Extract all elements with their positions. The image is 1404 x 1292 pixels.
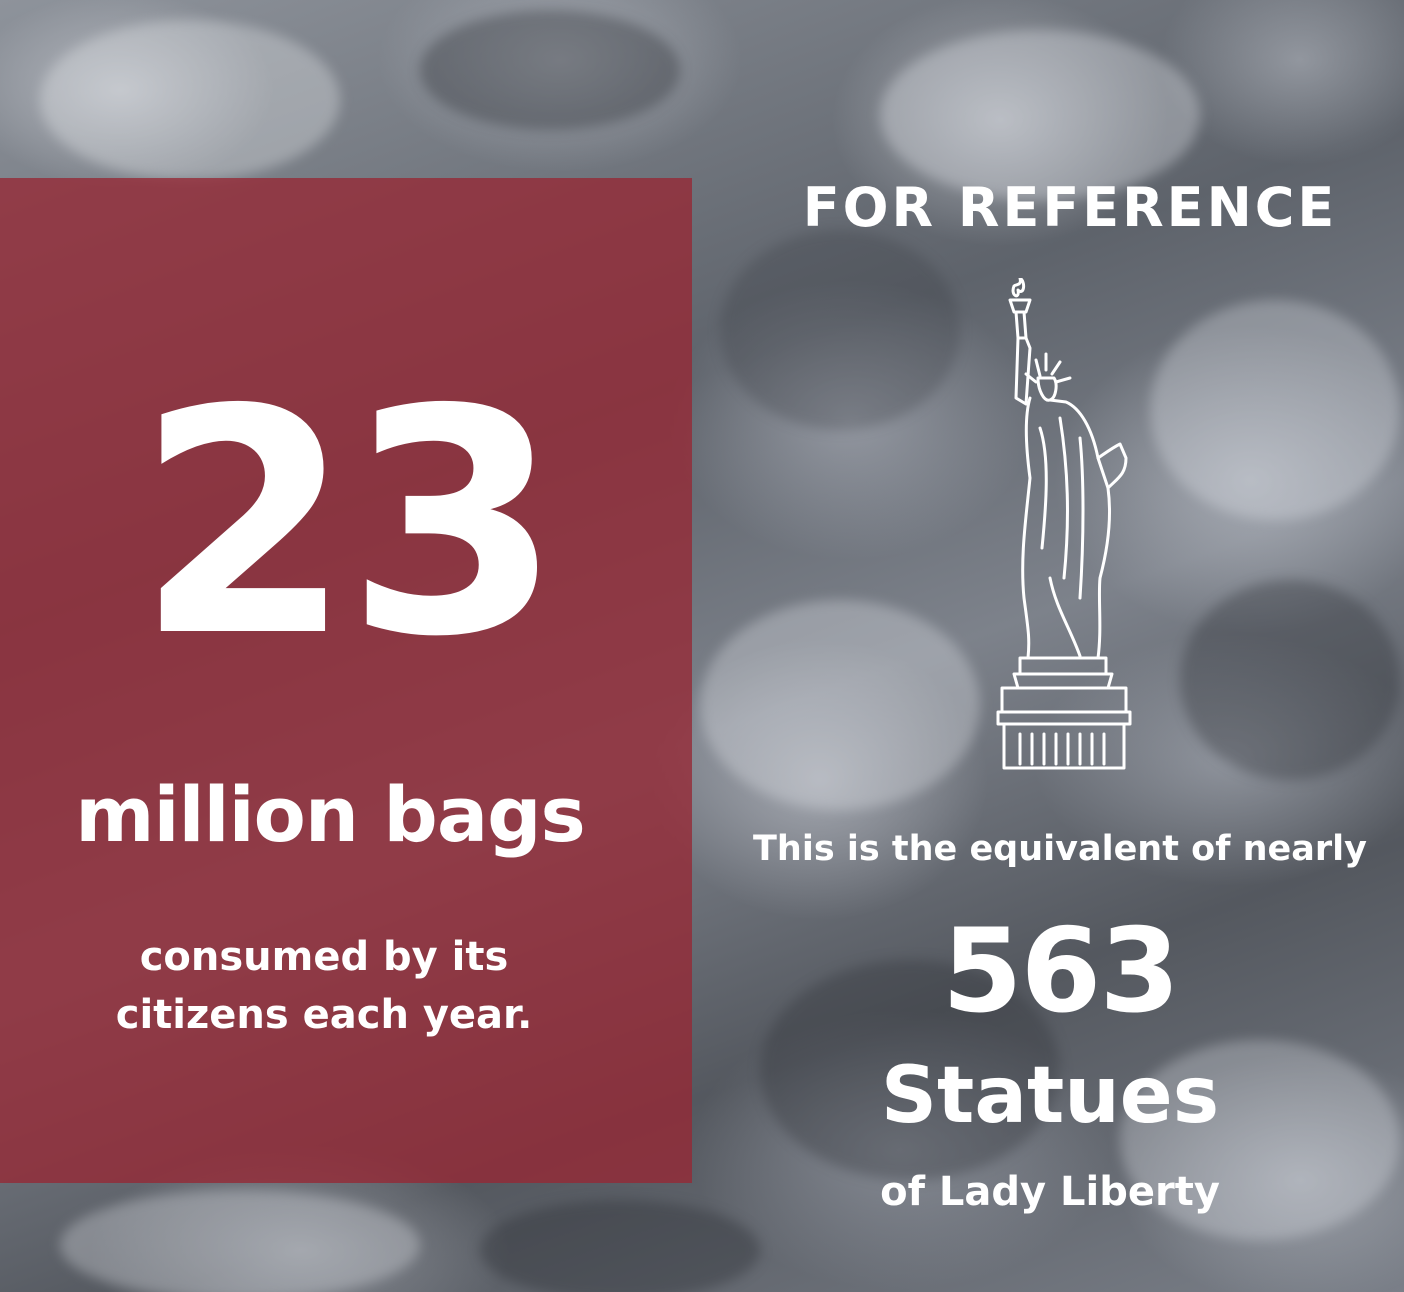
- bag-count-caption: consumed by its citizens each year.: [0, 928, 648, 1044]
- statue-count-subtext: of Lady Liberty: [880, 1169, 1220, 1215]
- bag-count-number: 23: [136, 344, 561, 705]
- red-highlight-panel: [0, 178, 692, 1183]
- statue-count-number: 563: [941, 904, 1180, 1039]
- bag-count-unit: million bags: [75, 770, 586, 859]
- caption-line-1: consumed by its: [139, 934, 509, 980]
- statue-count-unit: Statues: [880, 1051, 1220, 1141]
- equivalent-text: This is the equivalent of nearly: [753, 829, 1367, 869]
- statue-of-liberty-icon: [996, 278, 1132, 770]
- caption-line-2: citizens each year.: [115, 992, 533, 1038]
- reference-title: FOR REFERENCE: [802, 176, 1338, 239]
